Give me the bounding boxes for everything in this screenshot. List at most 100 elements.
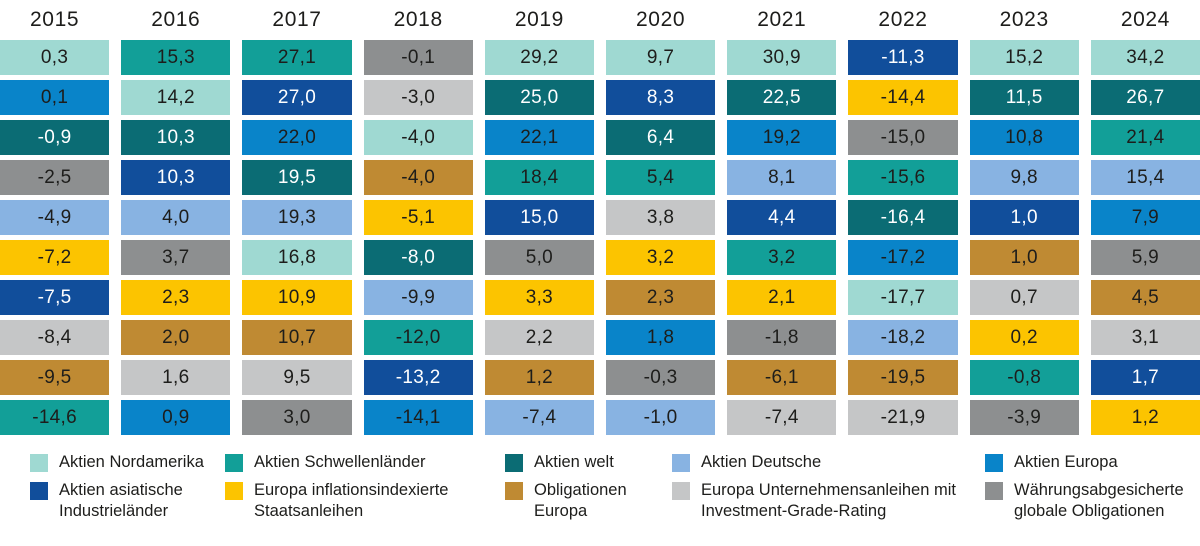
return-cell: 2,3 (605, 280, 716, 315)
year-header: 2022 (878, 8, 928, 31)
legend-label: Aktien Deutsche (701, 453, 822, 471)
year-header-row: 2015 2016 2017 2018 2019 2020 2021 2022 2023 2024 (0, 0, 1200, 40)
return-cell: 0,9 (121, 400, 231, 435)
return-cell: 15,2 (969, 40, 1079, 75)
return-cell: 4,5 (1090, 280, 1200, 315)
return-cell: -7,4 (484, 400, 594, 435)
return-cell: -21,9 (848, 400, 958, 435)
return-cell: 22,5 (727, 80, 837, 115)
return-cell: -1,0 (605, 400, 716, 435)
return-cell: 3,3 (484, 280, 594, 315)
return-cell: 4,4 (727, 200, 837, 235)
return-cell: -4,0 (363, 120, 473, 155)
legend-item: Aktien welt (505, 452, 672, 473)
return-cell: 4,0 (121, 200, 231, 235)
return-cell: 2,3 (121, 280, 231, 315)
legend-column: Aktien Nordamerika Aktien asiatische Indu… (30, 452, 225, 522)
return-cell: -14,1 (363, 400, 473, 435)
return-cell: 3,0 (242, 400, 352, 435)
return-cell: 3,2 (605, 240, 716, 275)
legend-swatch-icon (672, 454, 690, 472)
return-cell: 16,8 (242, 240, 352, 275)
return-cell: 10,9 (242, 280, 352, 315)
return-cell: 3,1 (1090, 320, 1200, 355)
return-cell: 0,1 (0, 80, 110, 115)
return-cell: 6,4 (605, 120, 716, 155)
return-cell: -7,2 (0, 240, 110, 275)
return-cell: 27,0 (242, 80, 352, 115)
return-cell: 7,9 (1090, 200, 1200, 235)
legend-label: Aktien asiatische Industrieländer (59, 480, 183, 520)
return-cell: -14,4 (848, 80, 958, 115)
return-cell: 1,0 (969, 200, 1079, 235)
legend-label: Europa Unternehmensanleihen mit Investme… (701, 480, 956, 520)
legend-swatch-icon (225, 481, 243, 500)
legend-label: Aktien Nordamerika (59, 453, 204, 471)
return-cell: -5,1 (363, 200, 473, 235)
legend-column: Aktien welt Obligationen Europa (505, 452, 672, 522)
return-cell: 21,4 (1090, 120, 1200, 155)
legend-label: Währungsabgesicherte globale Obligatione… (1014, 480, 1184, 520)
return-cell: 10,3 (121, 160, 231, 195)
return-cell: 1,0 (969, 240, 1079, 275)
return-cell: 1,7 (1090, 360, 1200, 395)
legend-item: Aktien Deutsche (672, 452, 985, 473)
return-cell: 10,7 (242, 320, 352, 355)
return-cell: -9,5 (0, 360, 110, 395)
return-cell: -15,0 (848, 120, 958, 155)
return-cell: -17,7 (848, 280, 958, 315)
return-cell: 30,9 (727, 40, 837, 75)
return-cell: -2,5 (0, 160, 110, 195)
return-cell: 5,4 (605, 160, 716, 195)
return-cell: 25,0 (484, 80, 594, 115)
return-cell: 22,1 (484, 120, 594, 155)
return-cell: -16,4 (848, 200, 958, 235)
year-header: 2021 (757, 8, 807, 31)
return-cell: -3,9 (969, 400, 1079, 435)
legend-label: Aktien Europa (1014, 453, 1118, 471)
legend-column: Aktien Deutsche Europa Unternehmensanleih… (672, 452, 985, 522)
return-cell: 0,3 (0, 40, 110, 75)
return-cell: -3,0 (363, 80, 473, 115)
return-cell: 1,2 (1090, 400, 1200, 435)
return-cell: 1,8 (605, 320, 716, 355)
year-header: 2015 (30, 8, 80, 31)
return-cell: -8,4 (0, 320, 110, 355)
return-cell: -17,2 (848, 240, 958, 275)
return-cell: 14,2 (121, 80, 231, 115)
return-cell: 2,2 (484, 320, 594, 355)
legend-label: Obligationen Europa (534, 480, 627, 520)
return-cell: -7,4 (727, 400, 837, 435)
legend-item: Aktien Nordamerika (30, 452, 225, 473)
year-header: 2017 (272, 8, 322, 31)
return-cell: 15,0 (484, 200, 594, 235)
return-cell: 29,2 (484, 40, 594, 75)
legend-column: Aktien Schwellenländer Europa inflationsi… (225, 452, 505, 522)
return-cell: 2,1 (727, 280, 837, 315)
return-cell: -13,2 (363, 360, 473, 395)
legend-item: Europa Unternehmensanleihen mit Investme… (672, 480, 985, 522)
legend-item: Währungsabgesicherte globale Obligatione… (985, 480, 1200, 522)
legend-swatch-icon (225, 454, 243, 472)
return-cell: 19,5 (242, 160, 352, 195)
return-cell: 26,7 (1090, 80, 1200, 115)
return-cell: -0,1 (363, 40, 473, 75)
return-cell: 15,4 (1090, 160, 1200, 195)
return-cell: 0,2 (969, 320, 1079, 355)
legend-swatch-icon (30, 481, 48, 500)
legend-swatch-icon (505, 481, 523, 500)
return-cell: 15,3 (121, 40, 231, 75)
return-cell: 8,1 (727, 160, 837, 195)
return-cell: -6,1 (727, 360, 837, 395)
return-cell: -11,3 (848, 40, 958, 75)
return-cell: 34,2 (1090, 40, 1200, 75)
return-cell: 0,7 (969, 280, 1079, 315)
legend-label: Europa inflationsindexierte Staatsanleih… (254, 480, 449, 520)
return-cell: 3,8 (605, 200, 716, 235)
return-cell: 22,0 (242, 120, 352, 155)
legend-label: Aktien Schwellenländer (254, 453, 426, 471)
return-cell: -15,6 (848, 160, 958, 195)
return-cell: -19,5 (848, 360, 958, 395)
return-cell: 9,5 (242, 360, 352, 395)
